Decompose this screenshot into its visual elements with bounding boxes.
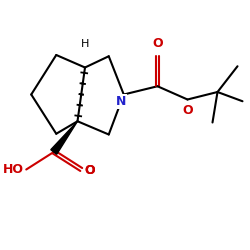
Text: N: N	[116, 95, 126, 108]
Polygon shape	[51, 121, 78, 154]
Text: O: O	[182, 104, 193, 117]
Text: H: H	[81, 39, 89, 49]
Text: O: O	[152, 37, 163, 50]
Text: O: O	[84, 164, 94, 177]
Text: HO: HO	[3, 163, 24, 176]
Text: O: O	[84, 164, 94, 177]
